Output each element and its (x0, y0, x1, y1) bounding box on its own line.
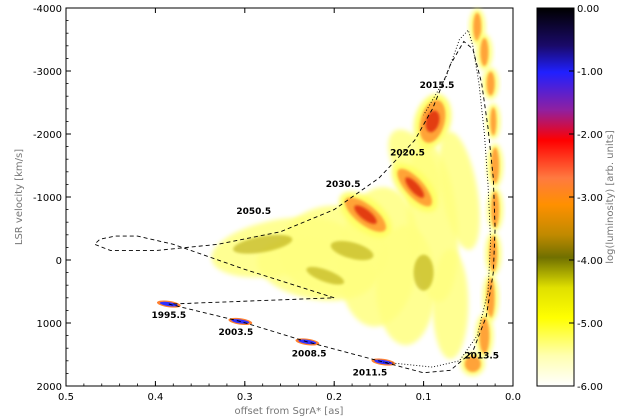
x-axis-title: offset from SgrA* [as] (235, 406, 344, 417)
emission-blob (330, 240, 374, 261)
emission-blob (432, 249, 469, 360)
epoch-label: 2015.5 (420, 81, 455, 91)
emission-blob (405, 177, 425, 198)
orbit-dotted-line (383, 29, 492, 368)
colorbar (536, 7, 575, 387)
epoch-label: 1995.5 (151, 311, 186, 321)
emission-blob (464, 355, 481, 372)
emission-blob (489, 235, 498, 272)
colorbar-tick-label: -2.00 (577, 130, 603, 141)
emission-blob (354, 205, 377, 224)
emission-blob (438, 131, 480, 250)
colorbar-tick-label: -1.00 (577, 67, 603, 78)
colorbar-tick-label: -3.00 (577, 193, 603, 204)
x-tick-label: 0.5 (58, 392, 74, 403)
epoch-label: 2030.5 (326, 180, 361, 190)
y-tick-label: -3000 (33, 67, 62, 78)
y-tick-label: -1000 (33, 193, 62, 204)
epoch-label: 2050.5 (236, 207, 271, 217)
emission-blob (425, 110, 440, 133)
colorbar-tick-label: 0.00 (577, 4, 599, 15)
emission-blob (486, 277, 495, 318)
colorbar-tick-label: -6.00 (577, 382, 603, 393)
x-tick-label: 0.4 (147, 392, 163, 403)
emission-blob (473, 12, 482, 41)
x-tick-label: 0.1 (416, 392, 432, 403)
x-tick-label: 0.2 (326, 392, 342, 403)
emission-blob (413, 254, 434, 291)
colorbar-title: log(luminosity) [arb. units] (605, 130, 616, 264)
emission-layer (156, 8, 504, 376)
y-tick-label: -4000 (33, 4, 62, 15)
y-tick-label: 0 (56, 256, 62, 267)
emission-blob (490, 107, 497, 136)
emission-blob (306, 266, 345, 285)
colorbar-tick-label: -5.00 (577, 319, 603, 330)
x-tick-label: 0.3 (237, 392, 253, 403)
epoch-label: 2013.5 (464, 351, 499, 361)
epoch-label: 2003.5 (218, 328, 253, 338)
y-axis-title: LSR velocity [km/s] (14, 149, 25, 245)
emission-blob (486, 71, 495, 96)
epoch-label: 2008.5 (292, 349, 327, 359)
emission-blob (479, 317, 490, 354)
epoch-labels: 1995.5 2003.5 2008.5 2011.5 2013.5 2015.5 2020… (151, 81, 499, 378)
orbit-dashed-line (93, 40, 496, 374)
epoch-label: 2011.5 (353, 368, 388, 378)
y-axis-ticks: -4000 -3000 -2000 -1000 0 1000 2000 (33, 4, 513, 393)
emission-blob (480, 38, 489, 67)
y-tick-label: 2000 (37, 382, 62, 393)
emission-blob (233, 234, 293, 254)
x-tick-label: 0.0 (505, 392, 521, 403)
colorbar-ticks: 0.00 -1.00 -2.00 -3.00 -4.00 -5.00 -6.00 (569, 4, 603, 393)
y-tick-label: -2000 (33, 130, 62, 141)
y-tick-label: 1000 (37, 319, 62, 330)
x-axis-ticks: 0.5 0.4 0.3 0.2 0.1 0.0 (58, 8, 521, 403)
colorbar-tick-label: -4.00 (577, 256, 603, 267)
epoch-label: 2020.5 (390, 148, 425, 158)
emission-blob (491, 191, 500, 228)
emission-blob (491, 147, 500, 184)
